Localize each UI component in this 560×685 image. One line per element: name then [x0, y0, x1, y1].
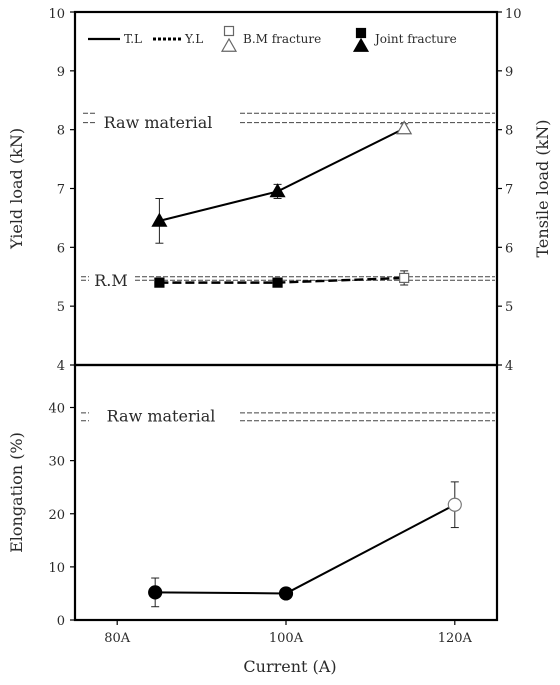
x-tick-label: 100A [269, 631, 304, 646]
legend-joint-label: Joint fracture [373, 32, 457, 46]
bottom-y-tick-label: 30 [48, 455, 65, 470]
y-tick-label-left: 5 [57, 300, 65, 315]
legend-yl-label: Y.L [184, 32, 203, 46]
top-panel-frame [73, 10, 499, 367]
tl-point [151, 212, 168, 227]
bottom-raw-material-label: Raw material [107, 406, 216, 425]
tl-point [269, 183, 286, 198]
legend-joint-triangle-icon [352, 37, 370, 52]
rm-label: R.M [94, 271, 128, 290]
legend-joint-square-icon [355, 27, 367, 39]
raw-material-label: Raw material [104, 113, 213, 132]
x-tick-label: 80A [104, 631, 131, 646]
y-tick-label-right: 4 [505, 359, 513, 374]
elongation-point [148, 585, 163, 600]
yl-point [399, 272, 410, 284]
y-axis-title-right: Tensile load (kN) [533, 120, 552, 258]
x-axis-title: Current (A) [243, 657, 336, 676]
bottom-y-tick-label: 10 [48, 561, 65, 576]
elongation-point [278, 586, 294, 601]
bottom-y-axis-title: Elongation (%) [7, 432, 26, 553]
legend-tl-label: T.L [124, 32, 142, 46]
y-tick-label-left: 9 [57, 65, 65, 80]
y-tick-label-left: 6 [57, 241, 65, 256]
y-tick-label-left: 10 [48, 7, 65, 22]
elongation-series-line [155, 503, 456, 595]
y-tick-label-left: 8 [57, 124, 65, 139]
y-tick-label-right: 5 [505, 300, 513, 315]
legend-bm-triangle-icon [220, 37, 238, 52]
bottom-panel-frame [73, 363, 499, 622]
y-tick-label-left: 4 [57, 359, 65, 374]
y-tick-label-right: 8 [505, 124, 513, 139]
y-tick-label-right: 7 [505, 183, 513, 198]
x-tick-label: 120A [438, 631, 473, 646]
y-tick-label-right: 9 [505, 65, 513, 80]
bottom-y-tick-label: 20 [48, 508, 65, 523]
bottom-y-tick-label: 0 [57, 614, 65, 629]
bottom-y-tick-label: 40 [48, 402, 65, 417]
legend-bm-square-icon [223, 25, 235, 37]
y-axis-title-left: Yield load (kN) [7, 128, 26, 250]
yl-point [272, 277, 283, 288]
tl-point [396, 120, 413, 135]
y-tick-label-right: 6 [505, 241, 513, 256]
tl-series-line [159, 127, 405, 222]
legend-bm-label: B.M fracture [243, 32, 321, 46]
y-tick-label-left: 7 [57, 183, 65, 198]
y-tick-label-right: 10 [505, 7, 522, 22]
yl-point [154, 277, 165, 288]
elongation-point [447, 497, 462, 512]
